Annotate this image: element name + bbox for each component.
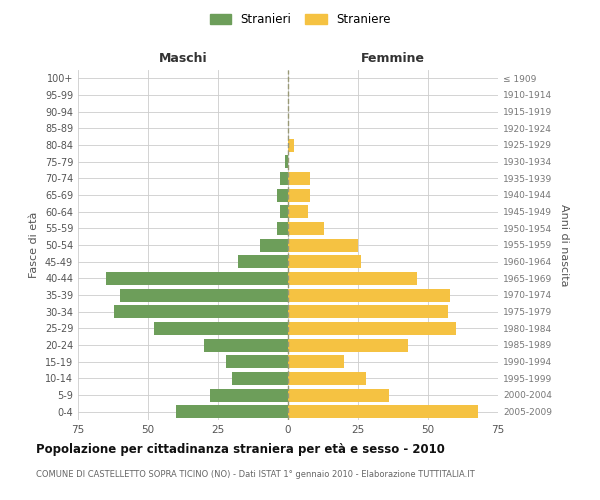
Bar: [288, 288, 451, 302]
Bar: [288, 372, 367, 385]
Bar: [288, 172, 310, 185]
Bar: [288, 138, 293, 151]
Text: Popolazione per cittadinanza straniera per età e sesso - 2010: Popolazione per cittadinanza straniera p…: [36, 442, 445, 456]
Bar: [288, 388, 389, 402]
Bar: [204, 338, 288, 351]
Bar: [288, 322, 456, 335]
Bar: [277, 188, 288, 202]
Bar: [288, 338, 409, 351]
Bar: [288, 255, 361, 268]
Bar: [288, 238, 358, 252]
Bar: [115, 305, 288, 318]
Bar: [288, 205, 308, 218]
Bar: [288, 405, 478, 418]
Bar: [209, 388, 288, 402]
Text: Maschi: Maschi: [158, 52, 208, 65]
Bar: [288, 272, 417, 285]
Bar: [288, 188, 310, 202]
Y-axis label: Fasce di età: Fasce di età: [29, 212, 39, 278]
Bar: [232, 372, 288, 385]
Bar: [288, 355, 344, 368]
Bar: [280, 205, 288, 218]
Bar: [277, 222, 288, 235]
Bar: [288, 305, 448, 318]
Text: COMUNE DI CASTELLETTO SOPRA TICINO (NO) - Dati ISTAT 1° gennaio 2010 - Elaborazi: COMUNE DI CASTELLETTO SOPRA TICINO (NO) …: [36, 470, 475, 479]
Bar: [226, 355, 288, 368]
Bar: [288, 222, 325, 235]
Bar: [260, 238, 288, 252]
Legend: Stranieri, Straniere: Stranieri, Straniere: [205, 8, 395, 31]
Text: Femmine: Femmine: [361, 52, 425, 65]
Bar: [176, 405, 288, 418]
Bar: [238, 255, 288, 268]
Bar: [280, 172, 288, 185]
Bar: [106, 272, 288, 285]
Bar: [154, 322, 288, 335]
Bar: [285, 155, 288, 168]
Y-axis label: Anni di nascita: Anni di nascita: [559, 204, 569, 286]
Bar: [120, 288, 288, 302]
